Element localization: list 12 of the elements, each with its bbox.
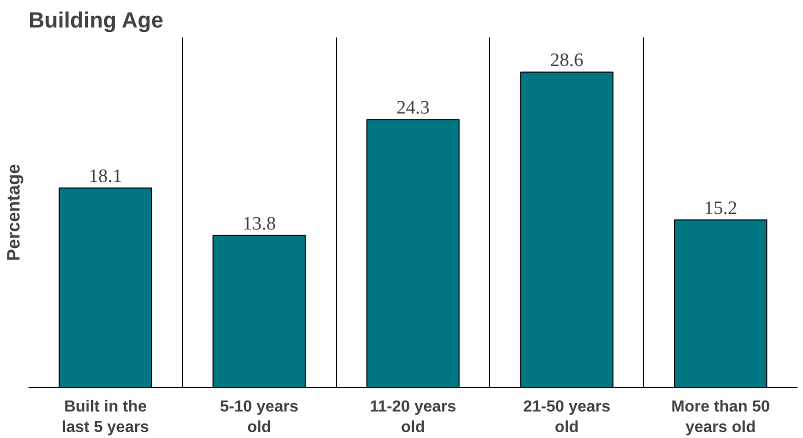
x-tick-label: Built in the last 5 years (62, 398, 150, 436)
data-label: 15.2 (704, 198, 738, 219)
data-label: 18.1 (88, 166, 122, 187)
data-label: 13.8 (242, 213, 276, 234)
data-label: 28.6 (550, 50, 584, 72)
x-tick-label: 11-20 years old (370, 398, 456, 436)
x-tick-label: 21-50 years old (523, 398, 610, 436)
y-axis-title: Percentage (4, 164, 24, 262)
chart-title: Building Age (28, 8, 164, 32)
data-label: 24.3 (396, 98, 430, 119)
x-tick-label: More than 50 years old (671, 398, 770, 436)
x-tick-label: 5-10 years old (220, 398, 298, 436)
